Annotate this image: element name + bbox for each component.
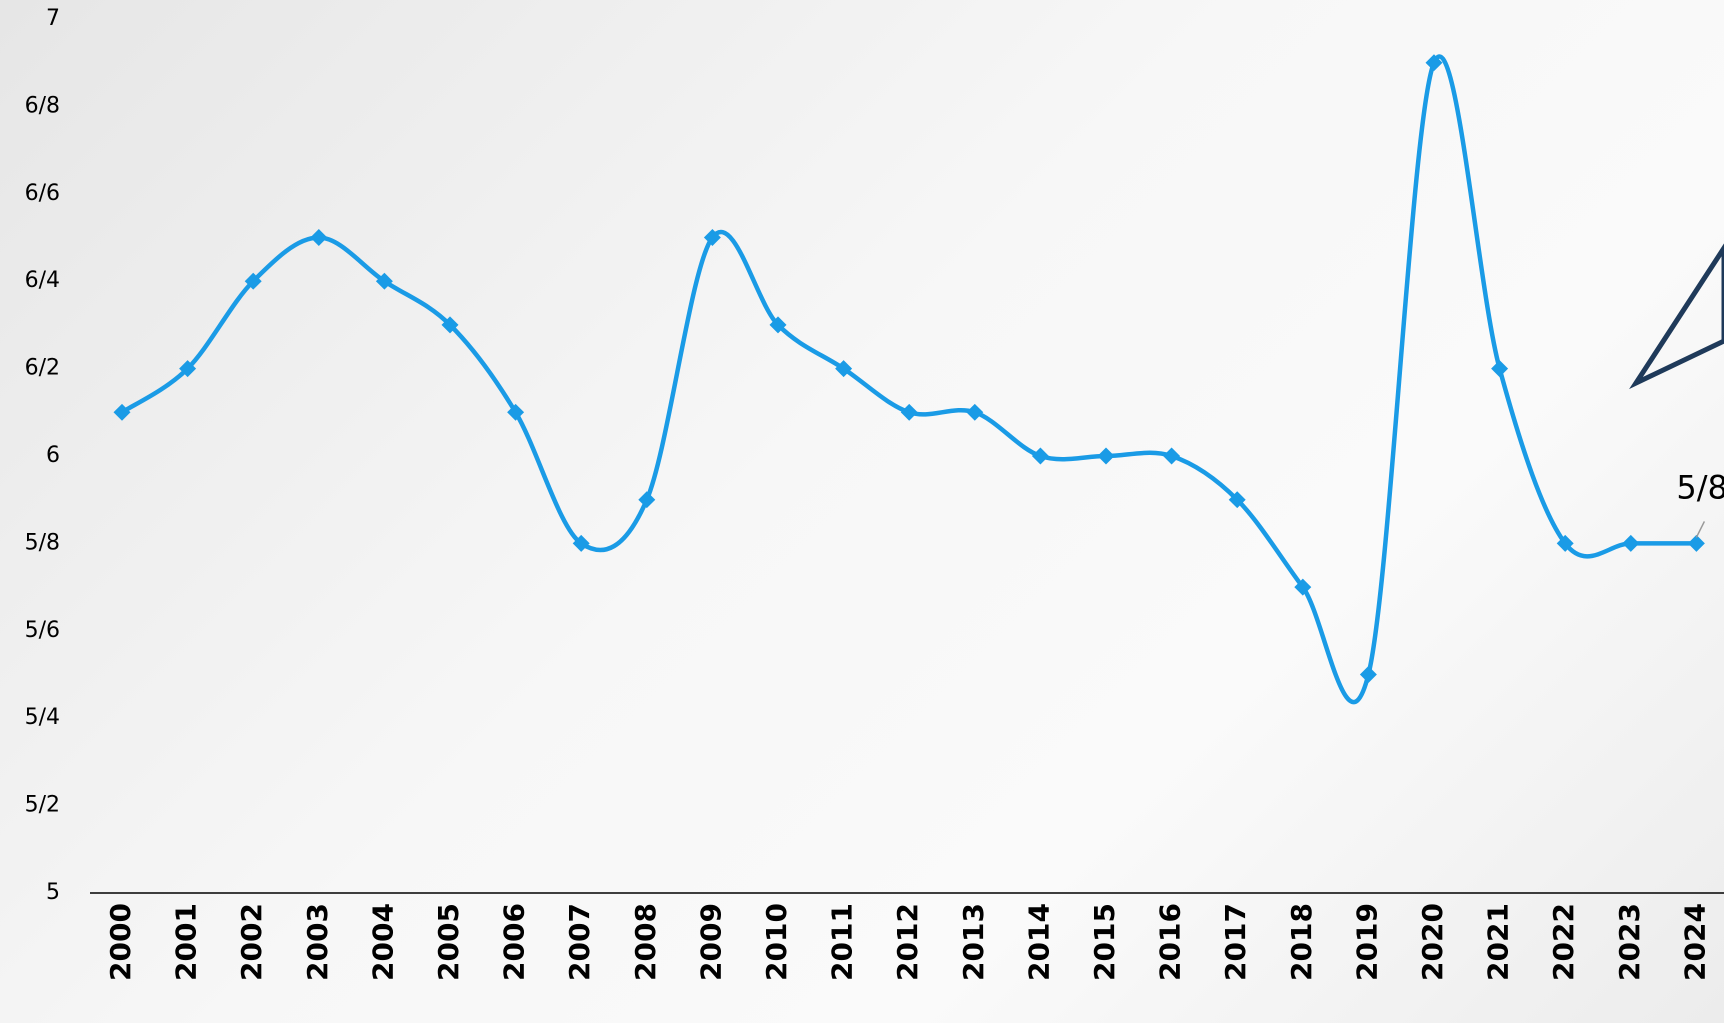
x-tick-label: 2009 — [694, 903, 727, 981]
y-tick-label: 5/6 — [25, 618, 60, 643]
point-marker — [1097, 447, 1115, 465]
x-tick-label: 2019 — [1350, 903, 1383, 981]
point-marker — [244, 272, 262, 290]
x-tick-label: 2016 — [1154, 903, 1187, 981]
point-marker — [1491, 360, 1509, 378]
x-tick-label: 2007 — [563, 903, 596, 981]
point-marker — [1622, 534, 1640, 552]
x-tick-label: 2006 — [498, 903, 531, 981]
point-marker — [1031, 447, 1049, 465]
x-tick-label: 2018 — [1285, 903, 1318, 981]
x-tick-label: 2022 — [1547, 903, 1580, 981]
x-tick-label: 2008 — [629, 903, 662, 981]
point-marker — [310, 229, 328, 246]
point-marker — [966, 403, 984, 421]
y-tick-label: 6/6 — [25, 181, 60, 206]
point-marker — [835, 360, 853, 378]
point-marker — [375, 272, 393, 290]
point-marker — [179, 360, 197, 378]
x-tick-label: 2021 — [1482, 903, 1515, 981]
y-tick-label: 6/8 — [25, 93, 60, 118]
point-marker — [769, 316, 787, 334]
point-marker — [638, 491, 656, 509]
point-marker — [703, 229, 721, 246]
y-tick-label: 5/4 — [25, 705, 60, 730]
decorative-triangle — [1629, 243, 1724, 390]
point-marker — [1359, 666, 1377, 683]
x-tick-label: 2024 — [1678, 903, 1711, 981]
x-tick-label: 2013 — [957, 903, 990, 981]
point-marker — [900, 403, 918, 421]
point-marker — [1294, 578, 1312, 596]
x-tick-label: 2010 — [760, 903, 793, 981]
x-tick-label: 2015 — [1088, 903, 1121, 981]
y-tick-label: 6 — [46, 443, 60, 468]
point-marker — [113, 403, 131, 421]
x-tick-label: 2002 — [235, 903, 268, 981]
y-tick-label: 5/8 — [25, 530, 60, 555]
y-tick-label: 5/2 — [25, 793, 60, 818]
y-tick-label: 7 — [46, 6, 60, 31]
y-tick-label: 6/4 — [25, 268, 60, 293]
value-label: 5/8 — [1676, 468, 1724, 506]
x-tick-label: 2003 — [301, 903, 334, 981]
x-tick-label: 2017 — [1219, 903, 1252, 981]
x-tick-label: 2012 — [891, 903, 924, 981]
y-tick-label: 6/2 — [25, 356, 60, 381]
x-tick-label: 2020 — [1416, 903, 1449, 981]
y-tick-label: 5 — [46, 880, 60, 905]
x-tick-label: 2001 — [170, 903, 203, 981]
label-leader — [1695, 521, 1706, 538]
x-tick-label: 2014 — [1022, 903, 1055, 981]
point-marker — [1163, 447, 1181, 465]
point-marker — [572, 534, 590, 552]
x-tick-label: 2023 — [1613, 903, 1646, 981]
series-line — [120, 54, 1697, 705]
x-tick-label: 2011 — [826, 903, 859, 981]
x-tick-label: 2000 — [104, 903, 137, 981]
x-tick-label: 2004 — [366, 903, 399, 981]
point-marker — [441, 316, 459, 334]
point-marker — [1687, 534, 1705, 552]
point-marker — [1556, 534, 1574, 552]
x-tick-label: 2005 — [432, 903, 465, 981]
